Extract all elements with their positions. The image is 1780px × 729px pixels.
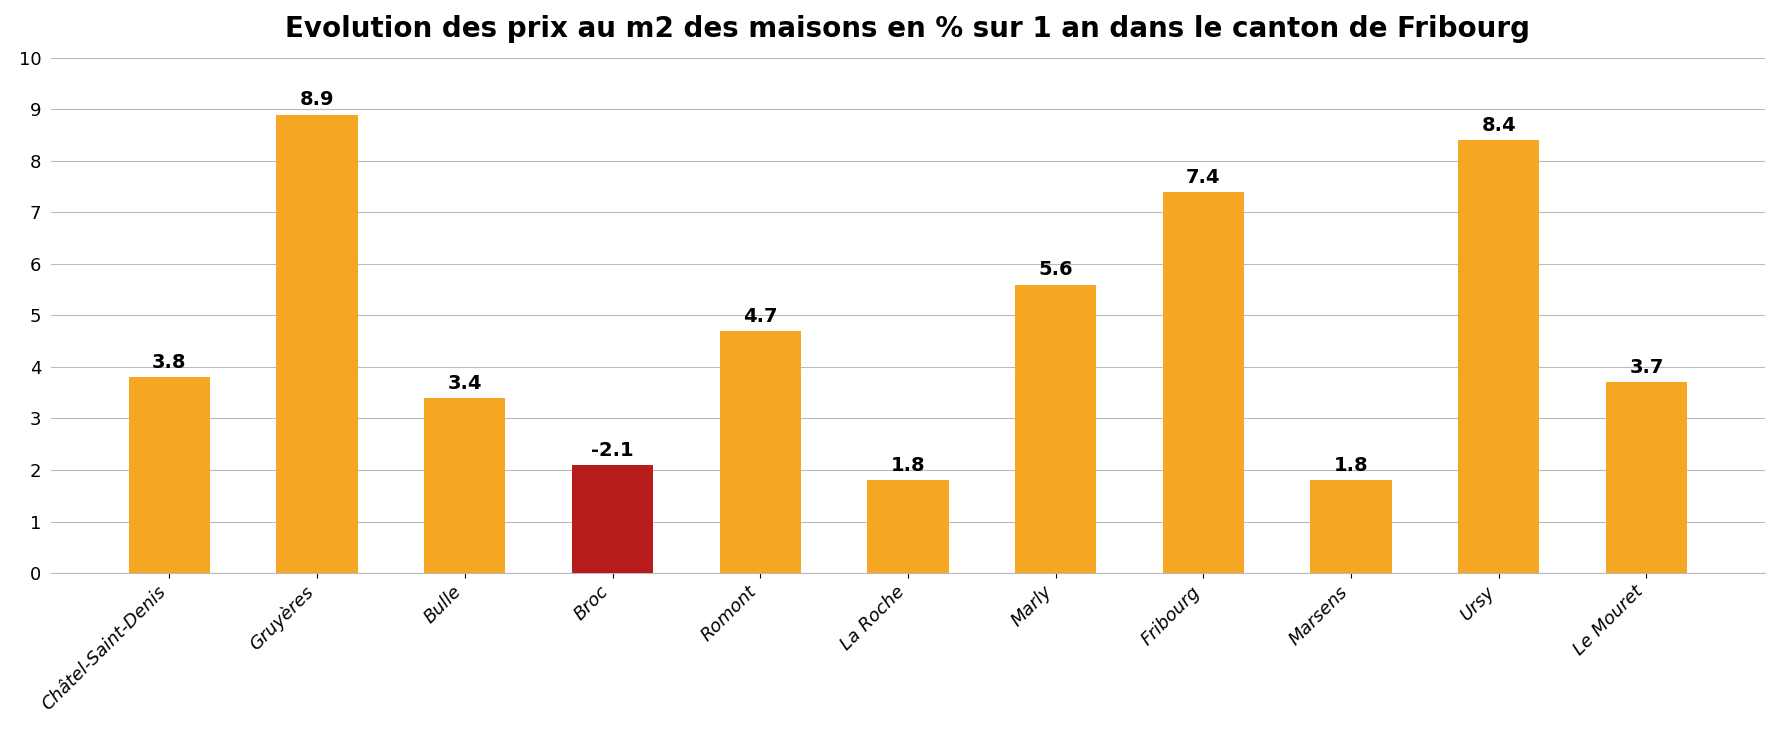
Bar <box>1310 480 1392 573</box>
Text: 7.4: 7.4 <box>1185 168 1221 187</box>
Text: 4.7: 4.7 <box>742 307 778 326</box>
Text: 1.8: 1.8 <box>890 456 926 475</box>
Bar <box>128 377 210 573</box>
Title: Evolution des prix au m2 des maisons en % sur 1 an dans le canton de Fribourg: Evolution des prix au m2 des maisons en … <box>285 15 1531 43</box>
Bar <box>424 398 506 573</box>
Text: -2.1: -2.1 <box>591 440 634 460</box>
Bar <box>1162 192 1244 573</box>
Bar <box>571 465 653 573</box>
Bar <box>276 114 358 573</box>
Text: 3.4: 3.4 <box>447 374 482 393</box>
Text: 8.9: 8.9 <box>299 90 335 109</box>
Text: 5.6: 5.6 <box>1038 260 1073 279</box>
Bar <box>1015 284 1096 573</box>
Text: 1.8: 1.8 <box>1333 456 1369 475</box>
Text: 3.7: 3.7 <box>1629 358 1664 377</box>
Text: 3.8: 3.8 <box>151 353 187 372</box>
Bar <box>1606 383 1687 573</box>
Bar <box>867 480 949 573</box>
Text: 8.4: 8.4 <box>1481 116 1517 135</box>
Bar <box>719 331 801 573</box>
Bar <box>1458 140 1540 573</box>
